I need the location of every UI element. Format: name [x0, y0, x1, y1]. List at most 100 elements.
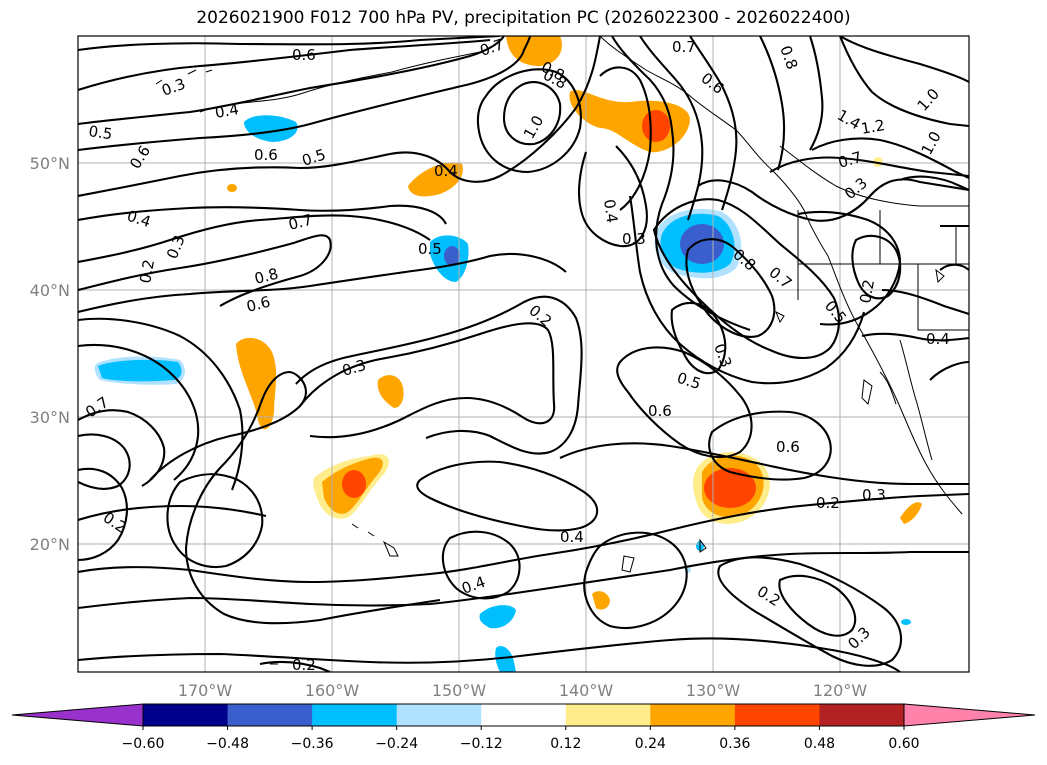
colorbar-tick-labels: −0.60 −0.48 −0.36 −0.24 −0.12 0.12 0.24 0.36 0.4…	[122, 726, 920, 752]
contour-label: 0.6	[648, 402, 672, 420]
pv-contour	[295, 295, 583, 455]
colorbar-border	[142, 703, 905, 727]
colorbar-tick-label: 0.36	[719, 736, 750, 752]
colorbar-segment	[143, 704, 229, 726]
pv-contour	[929, 360, 969, 381]
colorbar-tick-label: −0.36	[291, 736, 334, 752]
pv-contour	[78, 36, 505, 126]
pv-contour	[670, 301, 727, 375]
gridlines	[78, 36, 969, 672]
lon-label: 150°W	[432, 681, 487, 700]
colorbar-segment	[650, 704, 736, 726]
contour-label: 0.3	[622, 230, 646, 248]
pv-contour	[899, 175, 969, 191]
colorbar-segment	[734, 704, 820, 726]
colorbar: −0.60 −0.48 −0.36 −0.24 −0.12 0.12 0.24 0.36 0.4…	[11, 703, 1036, 752]
colorbar-segment	[396, 704, 482, 726]
colorbar-extension-low	[11, 703, 144, 727]
contour-label: 0.5	[87, 122, 113, 143]
lon-label: 120°W	[813, 681, 868, 700]
colorbar-tick-label: −0.60	[122, 736, 165, 752]
pv-contour	[616, 346, 753, 459]
pv-contour	[78, 234, 332, 307]
precip-negative-area	[901, 619, 911, 625]
pv-contour	[583, 531, 688, 629]
pv-contour	[881, 288, 969, 316]
colorbar-segment	[227, 704, 313, 726]
colorbar-tick-label: −0.12	[460, 736, 503, 752]
pv-contour	[78, 492, 969, 584]
longitude-labels: 170°W 160°W 150°W 140°W 130°W 120°W	[178, 681, 868, 700]
colorbar-segment	[819, 704, 905, 726]
precip-positive-area	[227, 184, 237, 192]
lon-label: 170°W	[178, 681, 233, 700]
colorbar-segment	[312, 704, 398, 726]
contour-label: 0.2	[856, 278, 878, 305]
pv-contour	[166, 473, 264, 568]
pv-contour	[697, 178, 969, 222]
pv-contour	[78, 36, 501, 52]
lon-label: 140°W	[559, 681, 614, 700]
pv-contour	[299, 322, 556, 439]
pv-contour	[476, 68, 582, 174]
colorbar-tick-label: 0.60	[888, 736, 919, 752]
pv-contour	[599, 66, 652, 211]
pv-contour	[78, 637, 901, 672]
contour-label: 0.4	[926, 330, 950, 348]
pv-contour	[839, 36, 969, 83]
contour-label: 0.8	[253, 265, 281, 288]
contour-label: 0.7	[287, 211, 315, 234]
precip-positive-core	[642, 110, 670, 142]
pv-contour	[759, 36, 786, 171]
precip-positive-area	[900, 502, 922, 524]
colorbar-segment	[481, 704, 567, 726]
pv-contour	[689, 36, 738, 211]
pv-contour	[416, 460, 599, 532]
precip-positive-area	[377, 375, 404, 408]
contour-label: 0.2	[292, 656, 316, 674]
pv-contour	[78, 252, 567, 314]
precip-positive-area	[236, 337, 277, 430]
latitude-labels: 50°N 40°N 30°N 20°N	[30, 154, 70, 554]
pv-contour	[78, 36, 532, 152]
colorbar-segment	[565, 704, 651, 726]
pv-contours	[78, 36, 969, 672]
pv-contour	[78, 504, 267, 522]
contour-label: 1.2	[860, 116, 887, 138]
contour-label: 0.6	[292, 46, 316, 64]
colorbar-tick-label: 0.24	[635, 736, 666, 752]
lat-label: 20°N	[30, 535, 70, 554]
precip-positive-area	[592, 591, 610, 610]
colorbar-segments	[11, 703, 1036, 727]
lon-label: 130°W	[686, 681, 741, 700]
colorbar-extension-high	[903, 703, 1036, 727]
precip-negative-core	[444, 246, 460, 266]
pv-contour	[839, 36, 969, 128]
pv-contour	[939, 263, 969, 271]
pv-contour	[717, 556, 903, 667]
pv-contour	[809, 36, 824, 151]
colorbar-tick-label: −0.24	[375, 736, 418, 752]
pv-contour	[78, 38, 491, 92]
pv-contour	[149, 370, 441, 625]
contour-label: 0.6	[245, 293, 273, 316]
pv-contour	[78, 317, 244, 491]
lon-label: 160°W	[305, 681, 360, 700]
pv-contour	[78, 214, 431, 264]
pv-contour	[259, 660, 331, 672]
pv-contour	[78, 467, 128, 562]
contour-label: 0.6	[254, 146, 278, 164]
contour-label: 0.7	[672, 38, 696, 56]
contour-label: 0.3	[862, 486, 886, 504]
pv-contour	[811, 137, 969, 179]
pv-contour	[78, 204, 447, 225]
contour-label: 0.2	[136, 258, 158, 285]
lat-label: 30°N	[30, 408, 70, 427]
contour-label: 0.6	[776, 438, 800, 456]
contour-label: 0.7	[478, 35, 506, 59]
pv-contour	[861, 332, 969, 342]
precip-positive-core	[342, 470, 366, 498]
contour-label: 0.5	[418, 240, 442, 258]
precip-negative-area	[244, 115, 298, 142]
